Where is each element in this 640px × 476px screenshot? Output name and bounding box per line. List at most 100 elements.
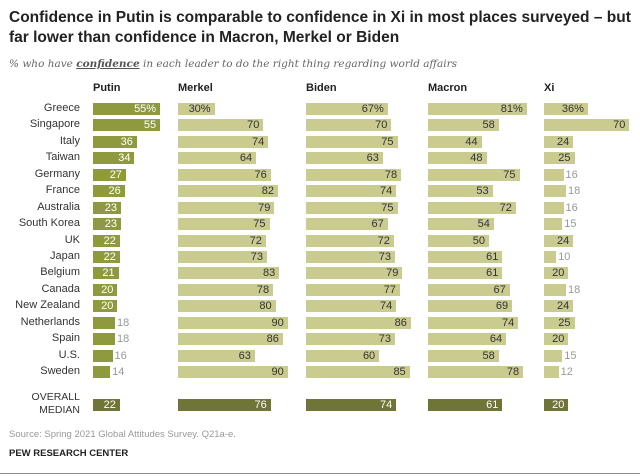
value-label: 90: [271, 316, 284, 329]
value-label: 15: [564, 218, 577, 231]
bar: [306, 283, 400, 296]
bar: [544, 300, 574, 313]
bottom-rule: [0, 473, 640, 474]
bar: [428, 152, 487, 165]
value-label: 74: [502, 316, 515, 329]
median-value-label: 74: [380, 399, 393, 411]
value-label: 73: [250, 250, 264, 263]
credit: PEW RESEARCH CENTER: [9, 448, 129, 459]
row-label: Canada: [41, 282, 80, 295]
value-label: 72: [249, 234, 262, 247]
value-label: 24: [557, 135, 570, 148]
column-header-macron: Macron: [428, 82, 468, 94]
value-label: 14: [112, 366, 125, 379]
value-label: 23: [104, 201, 118, 214]
value-label: 78: [506, 366, 520, 379]
value-label: 82: [261, 185, 275, 198]
bar: [428, 300, 513, 313]
value-label: 70: [247, 119, 260, 132]
bar: [93, 267, 119, 280]
bar: [544, 152, 575, 165]
bar: [306, 234, 394, 247]
value-label: 54: [477, 218, 490, 231]
subtitle-emphasis: confidence: [76, 58, 140, 70]
bar: [428, 135, 482, 148]
bar: [544, 283, 566, 296]
value-label: 73: [378, 333, 392, 346]
chart-title: Confidence in Putin is comparable to con…: [9, 9, 631, 46]
value-label: 64: [489, 333, 503, 346]
value-label: 18: [567, 185, 581, 198]
column-header-putin: Putin: [93, 82, 121, 94]
value-label: 72: [377, 234, 390, 247]
bar: [178, 201, 275, 214]
median-value-label: 61: [486, 399, 499, 411]
row-label: Japan: [50, 249, 80, 262]
value-label: 16: [565, 201, 578, 214]
value-label: 75: [381, 201, 394, 214]
bar: [544, 185, 566, 198]
row-label: UK: [64, 233, 80, 246]
value-label: 73: [378, 250, 392, 263]
value-label: 75: [253, 218, 266, 231]
value-label: 18: [116, 316, 130, 329]
bar: [544, 366, 559, 379]
value-label: 22: [103, 250, 116, 263]
value-label: 90: [271, 366, 284, 379]
value-label: 30%: [188, 103, 211, 115]
value-label: 78: [384, 168, 398, 181]
bar: [93, 333, 115, 346]
value-label: 69: [495, 300, 509, 313]
value-label: 20: [552, 333, 565, 346]
bar: [178, 103, 215, 115]
column-header-biden: Biden: [306, 82, 337, 94]
bar: [428, 201, 516, 214]
bar: [93, 283, 118, 296]
value-label: 20: [101, 283, 114, 296]
bar: [428, 283, 510, 296]
value-label: 75: [381, 135, 394, 148]
bar: [306, 168, 402, 181]
value-label: 74: [380, 300, 393, 313]
bar: [306, 316, 411, 329]
bar: [178, 316, 288, 329]
value-label: 70: [375, 119, 388, 132]
median-bar: [178, 399, 271, 411]
subtitle-post: in each leader to do the right thing reg…: [139, 58, 457, 70]
source-note: Source: Spring 2021 Global Attitudes Sur…: [9, 429, 236, 440]
value-label: 24: [557, 300, 570, 313]
column-header-xi: Xi: [544, 82, 555, 94]
bar: [544, 201, 564, 214]
column-header-merkel: Merkel: [178, 82, 213, 94]
value-label: 44: [465, 135, 478, 148]
median-label: OVERALL MEDIAN: [0, 391, 80, 417]
bar: [306, 218, 388, 231]
bar: [93, 185, 125, 198]
bar: [93, 218, 122, 231]
bar: [428, 349, 499, 362]
median-bar: [428, 399, 503, 411]
value-label: 18: [116, 333, 130, 346]
value-label: 18: [567, 283, 581, 296]
bar: [306, 152, 383, 165]
bar: [178, 267, 280, 280]
row-label: Spain: [51, 332, 80, 345]
row-label: U.S.: [58, 348, 80, 361]
value-label: 16: [565, 168, 578, 181]
value-label: 81%: [500, 103, 523, 115]
bar: [544, 250, 557, 263]
bar: [178, 349, 255, 362]
bar: [178, 185, 279, 198]
bar: [544, 168, 564, 181]
bar: [178, 250, 268, 263]
bar: [178, 135, 269, 148]
median-value-label: 20: [552, 399, 565, 411]
row-label: Sweden: [40, 365, 80, 378]
bar: [544, 316, 575, 329]
value-label: 58: [482, 349, 495, 362]
value-label: 23: [104, 218, 118, 231]
row-label: New Zealand: [15, 299, 80, 312]
bar: [544, 333, 569, 346]
median-value-label: 76: [254, 399, 267, 411]
